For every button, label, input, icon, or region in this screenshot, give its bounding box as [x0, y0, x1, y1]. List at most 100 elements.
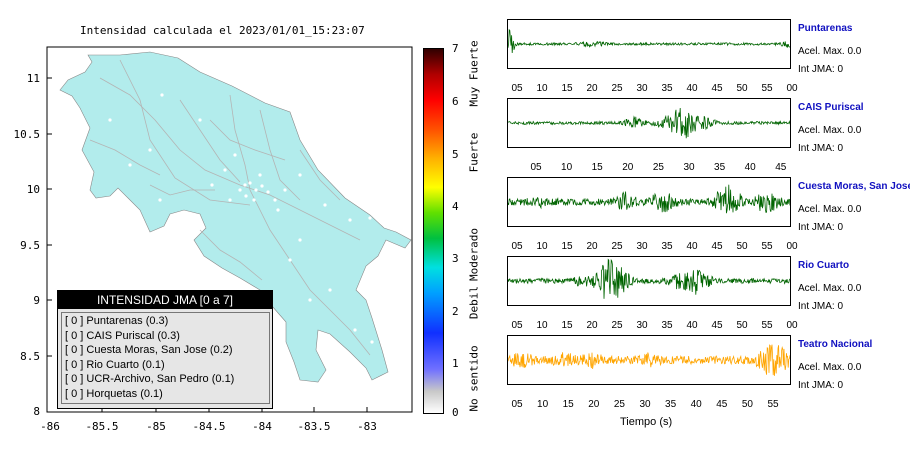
- time-tick: 10: [536, 320, 548, 331]
- colorbar-word: No sentido: [467, 345, 481, 412]
- time-tick: 10: [536, 241, 548, 252]
- legend-row: [ 0 ] Horquetas (0.1): [65, 387, 163, 400]
- colorbar-tick: 4: [452, 200, 459, 213]
- time-tick: 05: [511, 399, 523, 410]
- lat-tick: 9.5: [20, 239, 40, 252]
- time-tick: 20: [586, 83, 598, 94]
- lat-tick: 10.5: [13, 128, 41, 141]
- colorbar-tick: 0: [452, 406, 459, 419]
- waveform-trace: [507, 98, 791, 148]
- colorbar-tick: 1: [452, 357, 459, 370]
- x-axis-title: Tiempo (s): [620, 416, 673, 428]
- time-tick: 15: [561, 320, 573, 331]
- costa-rica-landmass: [59, 51, 412, 383]
- time-tick: 25: [613, 399, 625, 410]
- time-tick: 55: [761, 241, 773, 252]
- time-tick: 45: [716, 399, 728, 410]
- lat-tick: 8: [33, 405, 40, 418]
- time-tick: 55: [761, 83, 773, 94]
- station-accel: Acel. Max. 0.0: [798, 125, 862, 136]
- time-tick: 00: [786, 241, 798, 252]
- time-tick: 40: [686, 241, 698, 252]
- time-tick: 40: [686, 320, 698, 331]
- legend-row: [ 0 ] Cuesta Moras, San Jose (0.2): [65, 344, 233, 356]
- time-tick: 15: [561, 241, 573, 252]
- station-name: Rio Cuarto: [798, 260, 850, 271]
- time-tick: 35: [661, 241, 673, 252]
- time-tick: 20: [588, 399, 600, 410]
- station-intensity: Int JMA: 0: [798, 143, 844, 154]
- lon-tick: -86: [40, 420, 60, 433]
- time-tick: 05: [511, 241, 523, 252]
- colorbar-tick: 7: [452, 42, 459, 55]
- station-name: Teatro Nacional: [798, 339, 873, 350]
- colorbar-tick: 3: [452, 252, 459, 265]
- lon-tick: -85.5: [85, 420, 119, 433]
- time-tick: 10: [561, 162, 573, 173]
- time-tick: 20: [622, 162, 634, 173]
- map-title: Intensidad calculada el 2023/01/01_15:23…: [80, 24, 365, 37]
- time-tick: 50: [741, 399, 753, 410]
- time-tick: 00: [786, 83, 798, 94]
- station-name: CAIS Puriscal: [798, 102, 864, 113]
- time-tick: 05: [530, 162, 542, 173]
- time-tick: 55: [761, 320, 773, 331]
- time-tick: 50: [736, 83, 748, 94]
- station-accel: Acel. Max. 0.0: [798, 283, 862, 294]
- colorbar-word: Debil: [467, 285, 481, 320]
- lon-tick: -83: [357, 420, 377, 433]
- station-intensity: Int JMA: 0: [798, 222, 844, 233]
- time-tick: 45: [775, 162, 787, 173]
- time-tick: 15: [591, 162, 603, 173]
- time-tick: 35: [714, 162, 726, 173]
- time-tick: 05: [511, 320, 523, 331]
- waveform-trace: [507, 19, 791, 69]
- lon-tick: -83.5: [297, 420, 331, 433]
- station-name: Puntarenas: [798, 23, 853, 34]
- colorbar-word: Muy Fuerte: [467, 40, 481, 107]
- time-tick: 45: [711, 83, 723, 94]
- time-tick: 10: [536, 83, 548, 94]
- time-tick: 40: [690, 399, 702, 410]
- time-tick: 30: [636, 241, 648, 252]
- legend-row: [ 0 ] CAIS Puriscal (0.3): [65, 329, 180, 342]
- station-intensity: Int JMA: 0: [798, 301, 844, 312]
- colorbar-tick: 5: [452, 148, 459, 161]
- time-tick: 15: [562, 399, 574, 410]
- lat-tick: 11: [26, 72, 40, 85]
- road-network: [89, 59, 371, 356]
- time-tick: 35: [661, 320, 673, 331]
- station-name: Cuesta Moras, San Jose: [798, 181, 910, 192]
- legend-row: [ 0 ] Puntarenas (0.3): [65, 315, 169, 327]
- waveform-trace: [507, 335, 791, 385]
- time-tick: 25: [611, 241, 623, 252]
- time-tick: 10: [537, 399, 549, 410]
- time-tick: 50: [736, 241, 748, 252]
- legend-row: [ 0 ] UCR-Archivo, San Pedro (0.1): [65, 373, 235, 385]
- legend-title: INTENSIDAD JMA [0 a 7]: [58, 291, 272, 309]
- lon-tick: -84.5: [192, 420, 226, 433]
- time-tick: 40: [686, 83, 698, 94]
- time-tick: 15: [561, 83, 573, 94]
- time-tick: 20: [586, 241, 598, 252]
- intensity-colorbar: [423, 48, 444, 414]
- station-accel: Acel. Max. 0.0: [798, 204, 862, 215]
- intensity-legend: INTENSIDAD JMA [0 a 7] [ 0 ] Puntarenas …: [57, 290, 273, 409]
- time-tick: 35: [661, 83, 673, 94]
- colorbar-tick: 2: [452, 305, 459, 318]
- time-tick: 35: [665, 399, 677, 410]
- station-intensity: Int JMA: 0: [798, 64, 844, 75]
- waveform-trace: [507, 256, 791, 306]
- colorbar-tick: 6: [452, 95, 459, 108]
- time-tick: 30: [683, 162, 695, 173]
- lat-tick: 10: [26, 183, 40, 196]
- time-tick: 45: [711, 320, 723, 331]
- time-tick: 25: [611, 83, 623, 94]
- time-tick: 05: [511, 83, 523, 94]
- lon-tick: -85: [146, 420, 166, 433]
- time-tick: 25: [611, 320, 623, 331]
- lat-tick: 9: [33, 294, 40, 307]
- station-accel: Acel. Max. 0.0: [798, 46, 862, 57]
- time-tick: 20: [586, 320, 598, 331]
- time-tick: 40: [744, 162, 756, 173]
